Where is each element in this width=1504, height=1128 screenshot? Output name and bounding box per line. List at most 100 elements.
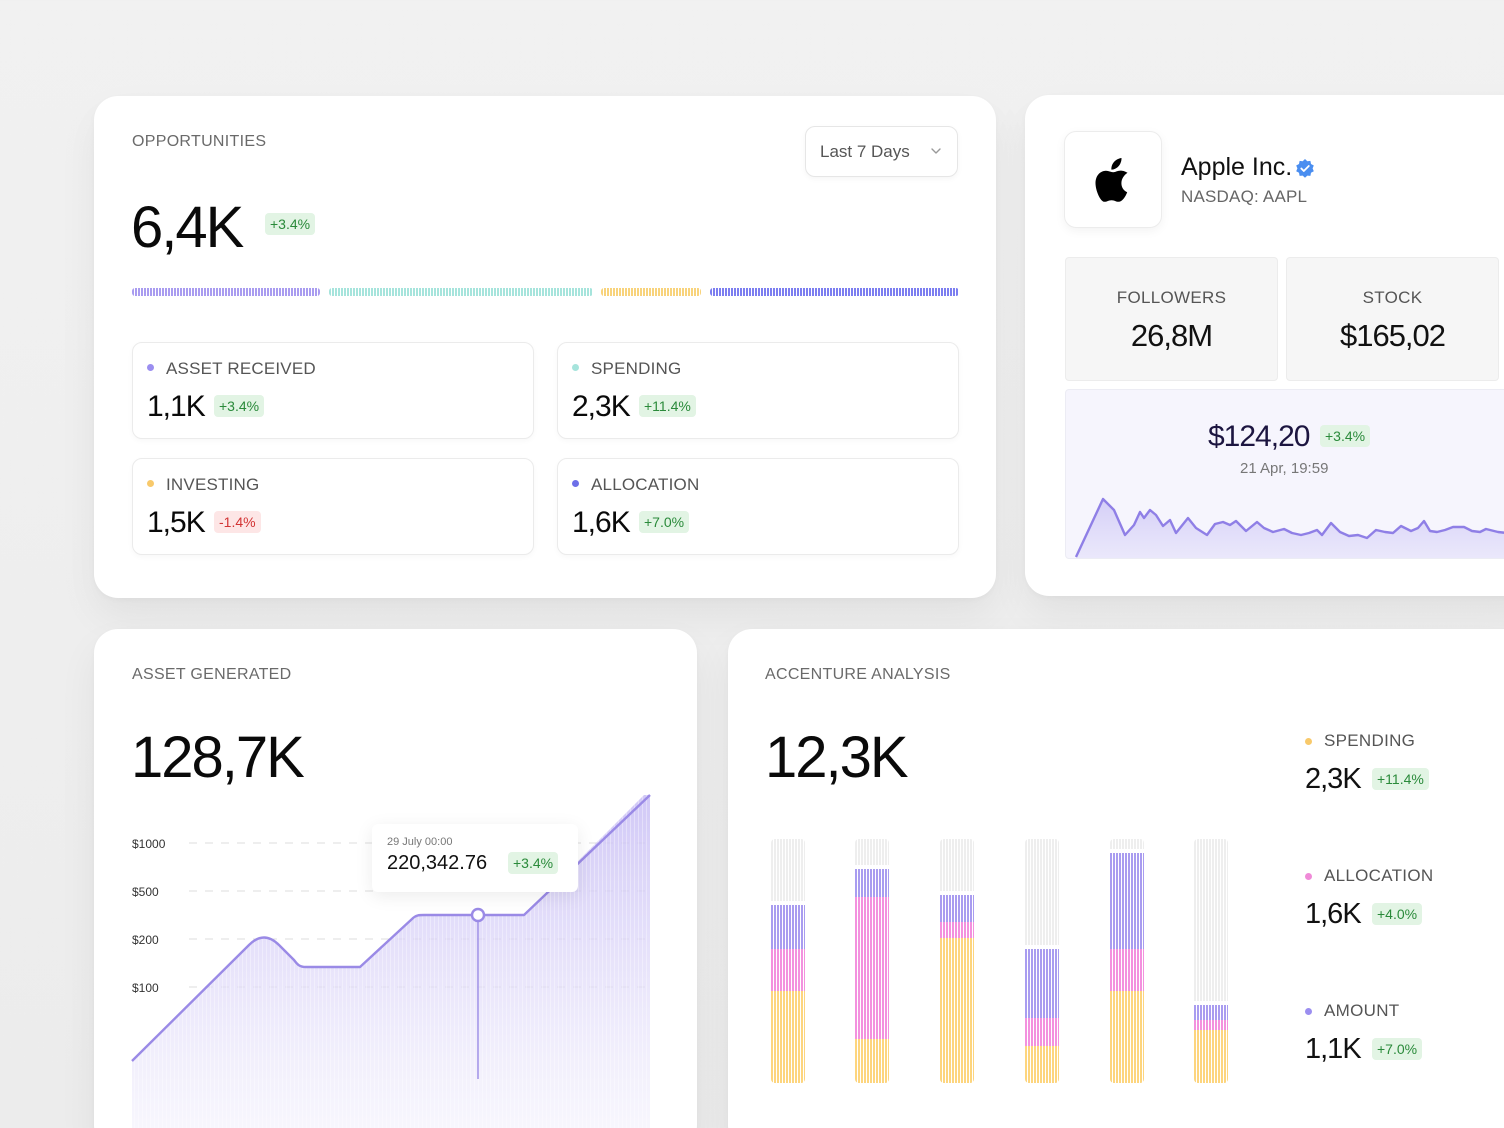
current-price: $124,20 — [1208, 420, 1310, 453]
bar-segment-allocation — [1025, 1018, 1059, 1046]
legend-change-badge: +7.0% — [1372, 1038, 1423, 1060]
bar-gap — [1194, 1001, 1228, 1005]
bar-segment-amount — [1194, 1005, 1228, 1020]
bar-segment-spending — [1025, 1046, 1059, 1083]
bar-segment-amount — [1110, 853, 1144, 949]
stat-change-badge: -1.4% — [214, 511, 261, 533]
stat-tile-investing[interactable]: INVESTING 1,5K -1.4% — [132, 458, 534, 555]
bar-segment-amount — [771, 905, 805, 949]
date-range-dropdown[interactable]: Last 7 Days — [805, 126, 958, 177]
chart-tooltip: 29 July 00:00 220,342.76 +3.4% — [372, 824, 578, 892]
stacked-bar-1[interactable] — [771, 839, 805, 1083]
segment-bar-investing — [601, 288, 701, 296]
stat-label: ASSET RECEIVED — [166, 359, 316, 378]
opportunities-title: OPPORTUNITIES — [132, 133, 267, 150]
stat-tile-asset-received[interactable]: ASSET RECEIVED 1,1K +3.4% — [132, 342, 534, 439]
y-tick-label: $200 — [132, 933, 159, 947]
y-tick-label: $1000 — [132, 837, 166, 851]
bar-gap — [855, 865, 889, 869]
company-ticker: NASDAQ: AAPL — [1181, 187, 1308, 206]
company-card: Apple Inc. NASDAQ: AAPL FOLLOWERS 26,8M … — [1025, 95, 1504, 596]
bar-segment-allocation — [855, 897, 889, 1039]
tooltip-change-badge: +3.4% — [508, 852, 559, 874]
followers-label: FOLLOWERS — [1116, 288, 1227, 307]
chevron-down-icon — [931, 148, 941, 154]
asset-generated-value: 128,7K — [131, 725, 305, 790]
tooltip-date: 29 July 00:00 — [387, 836, 453, 848]
company-logo — [1064, 131, 1162, 228]
bar-gap — [1110, 849, 1144, 853]
stat-tile-spending[interactable]: SPENDING 2,3K +11.4% — [557, 342, 959, 439]
opportunities-card: OPPORTUNITIES Last 7 Days 6,4K +3.4% ASS… — [94, 96, 996, 598]
stat-label: ALLOCATION — [591, 475, 700, 494]
stacked-bar-5[interactable] — [1110, 839, 1144, 1083]
date-range-label: Last 7 Days — [820, 141, 910, 161]
legend-dot — [1305, 1008, 1312, 1015]
bar-segment-spending — [1194, 1030, 1228, 1083]
company-name: Apple Inc. — [1181, 153, 1293, 181]
stock-box: STOCK $165,02 — [1286, 257, 1499, 381]
price-timestamp: 21 Apr, 19:59 — [1240, 460, 1329, 477]
stacked-bar-4[interactable] — [1025, 839, 1059, 1083]
tooltip-value: 220,342.76 — [387, 852, 488, 874]
stat-label: INVESTING — [166, 475, 260, 494]
opportunities-value: 6,4K — [131, 195, 244, 260]
bar-segment-amount — [1025, 949, 1059, 1018]
legend-change-badge: +11.4% — [1372, 768, 1429, 790]
followers-value: 26,8M — [1130, 318, 1213, 353]
y-tick-label: $500 — [132, 885, 159, 899]
bar-segment-spending — [940, 938, 974, 1083]
verified-badge-icon — [1296, 159, 1314, 178]
bar-segment-allocation — [1110, 949, 1144, 991]
bar-segment-amount — [940, 895, 974, 922]
accenture-title: ACCENTURE ANALYSIS — [765, 666, 951, 683]
segment-bar-spending — [329, 288, 593, 296]
stat-tile-allocation[interactable]: ALLOCATION 1,6K +7.0% — [557, 458, 959, 555]
hover-point — [470, 907, 486, 923]
stock-label: STOCK — [1362, 288, 1423, 307]
area-line — [131, 794, 651, 1062]
bar-segment-spending — [771, 991, 805, 1083]
segment-bar-asset-received — [132, 288, 320, 296]
stat-value: 2,3K — [572, 390, 631, 423]
followers-box: FOLLOWERS 26,8M — [1065, 257, 1278, 381]
legend-value: 1,6K — [1305, 898, 1362, 930]
sparkline-area — [1076, 499, 1504, 558]
legend-dot — [572, 364, 579, 371]
legend-dot — [1305, 873, 1312, 880]
legend-value: 2,3K — [1305, 763, 1362, 795]
legend-dot — [1305, 738, 1312, 745]
legend-dot — [147, 480, 154, 487]
legend-label: SPENDING — [1324, 731, 1416, 750]
stacked-bar-2[interactable] — [855, 839, 889, 1083]
bar-segment-amount — [855, 869, 889, 897]
area-stripes — [132, 795, 650, 1128]
bar-gap — [1025, 945, 1059, 949]
bar-segment-allocation — [1194, 1020, 1228, 1030]
accenture-analysis-card: ACCENTURE ANALYSIS 12,3K SPENDING 2,3K +… — [728, 629, 1504, 1128]
asset-generated-title: ASSET GENERATED — [132, 666, 292, 683]
legend-label: AMOUNT — [1324, 1001, 1400, 1020]
bar-segment-allocation — [771, 949, 805, 991]
opportunities-change-badge: +3.4% — [265, 213, 316, 235]
stat-value: 1,5K — [147, 506, 206, 539]
bar-gap — [940, 891, 974, 895]
stat-value: 1,6K — [572, 506, 631, 539]
stat-label: SPENDING — [591, 359, 682, 378]
legend-value: 1,1K — [1305, 1033, 1362, 1065]
segment-bar-allocation — [710, 288, 959, 296]
price-change-badge: +3.4% — [1320, 425, 1371, 447]
asset-generated-card: ASSET GENERATED 128,7K $1000 $500 $200 $… — [94, 629, 697, 1128]
legend-dot — [572, 480, 579, 487]
stock-value: $165,02 — [1339, 318, 1446, 353]
stacked-bar-3[interactable] — [940, 839, 974, 1083]
accenture-value: 12,3K — [765, 725, 909, 790]
stacked-bar-6[interactable] — [1194, 839, 1228, 1083]
stat-change-badge: +11.4% — [639, 395, 696, 417]
legend-label: ALLOCATION — [1324, 866, 1434, 885]
bar-segment-allocation — [940, 922, 974, 938]
legend-dot — [147, 364, 154, 371]
sparkline-line — [1074, 497, 1504, 558]
stat-change-badge: +7.0% — [639, 511, 690, 533]
y-tick-label: $100 — [132, 981, 159, 995]
